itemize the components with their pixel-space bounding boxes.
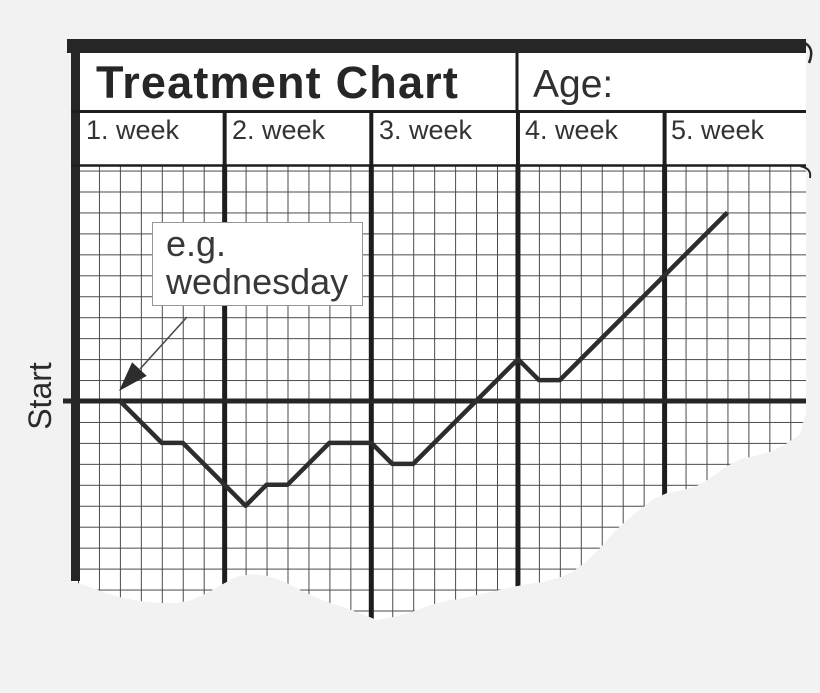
callout-line-1: e.g. — [166, 223, 227, 264]
paper-curl-top-right — [802, 40, 813, 64]
age-field-label: Age: — [533, 63, 614, 106]
week-header-3: 3. week — [379, 115, 473, 145]
week-header-5: 5. week — [671, 115, 765, 145]
week-header-4: 4. week — [525, 115, 619, 145]
page-title: Treatment Chart — [96, 57, 460, 108]
week-header-dividers — [222, 112, 667, 167]
frame-top-bar — [67, 39, 806, 53]
annotation-arrow-icon — [119, 316, 188, 391]
start-axis-label: Start — [22, 362, 58, 430]
example-day-callout: e.g. wednesday — [152, 222, 363, 306]
treatment-progress-line — [118, 210, 729, 509]
paper-curl-mid-right — [799, 165, 812, 179]
week-header-2: 2. week — [232, 115, 326, 145]
header-paper — [71, 42, 806, 166]
callout-line-2: wednesday — [166, 261, 349, 302]
frame-left-bar — [71, 39, 80, 581]
week-header-1: 1. week — [86, 115, 180, 145]
